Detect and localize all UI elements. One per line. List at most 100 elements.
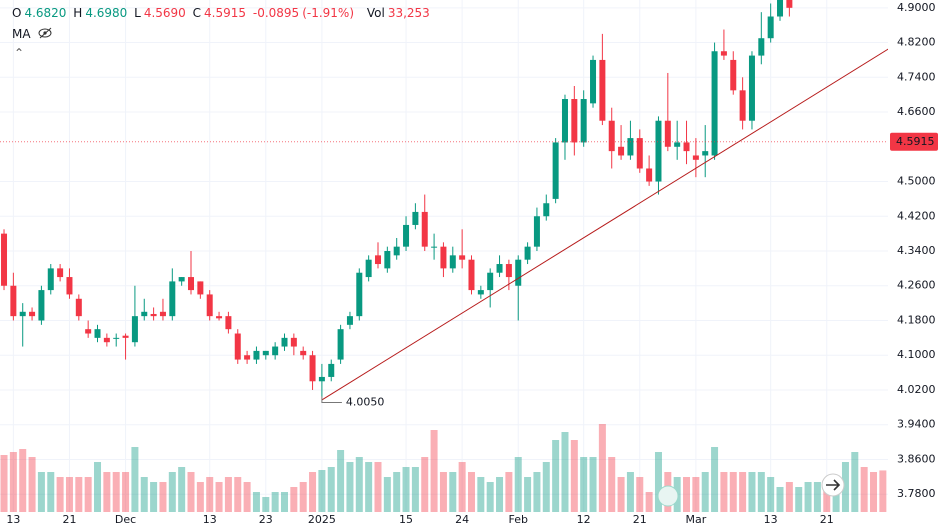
volume-bar <box>486 482 494 512</box>
candle-body <box>505 264 512 278</box>
volume-bar <box>206 477 214 512</box>
candle-body <box>1 233 8 286</box>
y-tick-label: 4.3400 <box>897 244 936 257</box>
x-tick-label: 23 <box>259 513 273 526</box>
price-badge-label: 4.5915 <box>896 135 935 148</box>
trendline <box>321 48 888 401</box>
candle-body <box>767 16 774 39</box>
candle-body <box>459 255 466 260</box>
volume-bar <box>281 492 289 512</box>
candle-body <box>403 224 410 247</box>
indicator-row[interactable]: MA <box>12 26 52 41</box>
candle-body <box>103 337 110 343</box>
candle-body <box>702 151 709 156</box>
volume-bar <box>178 467 186 512</box>
volume-bar <box>355 457 363 512</box>
volume-bar <box>374 462 382 512</box>
volume-bar <box>580 457 588 512</box>
volume-bar <box>84 477 92 512</box>
candle-body <box>515 259 522 286</box>
candle-body <box>599 59 606 121</box>
candle-body <box>431 246 438 248</box>
volume-bar <box>795 487 803 512</box>
volume-bar <box>458 462 466 512</box>
volume-bar <box>393 472 401 512</box>
legend-value: 4.6980 <box>85 6 128 20</box>
volume-bar <box>187 472 195 512</box>
legend-label: Vol <box>366 6 385 20</box>
candle-body <box>19 311 26 317</box>
hide-icon[interactable] <box>38 27 54 39</box>
candle-body <box>421 211 428 247</box>
volume-bar <box>290 487 298 512</box>
candle-body <box>225 316 232 330</box>
volume-bar <box>729 472 737 512</box>
candle-body <box>66 277 73 295</box>
volume-bar <box>421 457 429 512</box>
price-badge <box>890 132 938 151</box>
volume-bar <box>299 482 307 512</box>
y-tick-label: 4.7400 <box>897 70 936 83</box>
candle-body <box>309 355 316 382</box>
y-tick-label: 4.9000 <box>897 1 936 14</box>
volume-bar <box>19 449 27 512</box>
volume-bar <box>748 472 756 512</box>
candle-body <box>290 337 297 347</box>
candle-body <box>561 99 568 143</box>
candle-body <box>524 246 531 260</box>
volume-bar <box>617 477 625 512</box>
candle-body <box>449 255 456 269</box>
legend-value: 4.6820 <box>24 6 67 20</box>
volume-bar <box>524 477 532 512</box>
candle-body <box>692 155 699 160</box>
candle-body <box>618 146 625 156</box>
scroll-arrow <box>826 479 841 491</box>
volume-bar <box>131 447 139 512</box>
candle-body <box>786 0 793 8</box>
candle-body <box>533 216 540 247</box>
volume-bar <box>636 477 644 512</box>
volume-bar <box>514 457 522 512</box>
low-label: 4.0050 <box>346 395 385 408</box>
volume-bar <box>477 477 485 512</box>
candle-body <box>94 329 101 338</box>
x-tick-label: 15 <box>399 513 413 526</box>
candle-body <box>365 259 372 278</box>
volume-bar <box>823 482 831 512</box>
candle-body <box>318 376 325 382</box>
legend-change-pct: (-1.91%) <box>302 6 355 20</box>
volume-bar <box>75 477 83 512</box>
candle-body <box>664 120 671 147</box>
candle-body <box>646 168 653 182</box>
volume-bar <box>757 472 765 512</box>
volume-bar <box>103 472 111 512</box>
candle-body <box>730 59 737 91</box>
volume-bar <box>767 477 775 512</box>
candle-body <box>590 59 597 104</box>
candle-body <box>178 277 185 282</box>
volume-bar <box>776 487 784 512</box>
volume-bar <box>701 472 709 512</box>
y-tick-label: 3.7800 <box>897 487 936 500</box>
candle-body <box>281 337 288 347</box>
volume-bar <box>112 472 120 512</box>
volume-bar <box>327 467 335 512</box>
volume-bar <box>243 482 251 512</box>
ohlc-legend: O 4.6820 H 4.6980 L 4.5690 C 4.5915 -0.0895(… <box>12 6 433 20</box>
volume-bar <box>449 472 457 512</box>
candle-body <box>477 290 484 295</box>
volume-bar <box>785 482 793 512</box>
candle-body <box>346 316 353 325</box>
icon-button[interactable] <box>657 485 679 507</box>
candle-body <box>711 51 718 156</box>
volume-bar <box>402 467 410 512</box>
candle-body <box>328 363 335 377</box>
y-tick-label: 4.0200 <box>897 383 936 396</box>
x-tick-label: 13 <box>764 513 778 526</box>
candle-body <box>758 38 765 56</box>
collapse-button[interactable]: ⌃ <box>14 46 25 60</box>
legend-change: -0.0895 <box>252 6 300 20</box>
y-tick-label: 4.5000 <box>897 175 936 188</box>
volume-bar <box>383 477 391 512</box>
